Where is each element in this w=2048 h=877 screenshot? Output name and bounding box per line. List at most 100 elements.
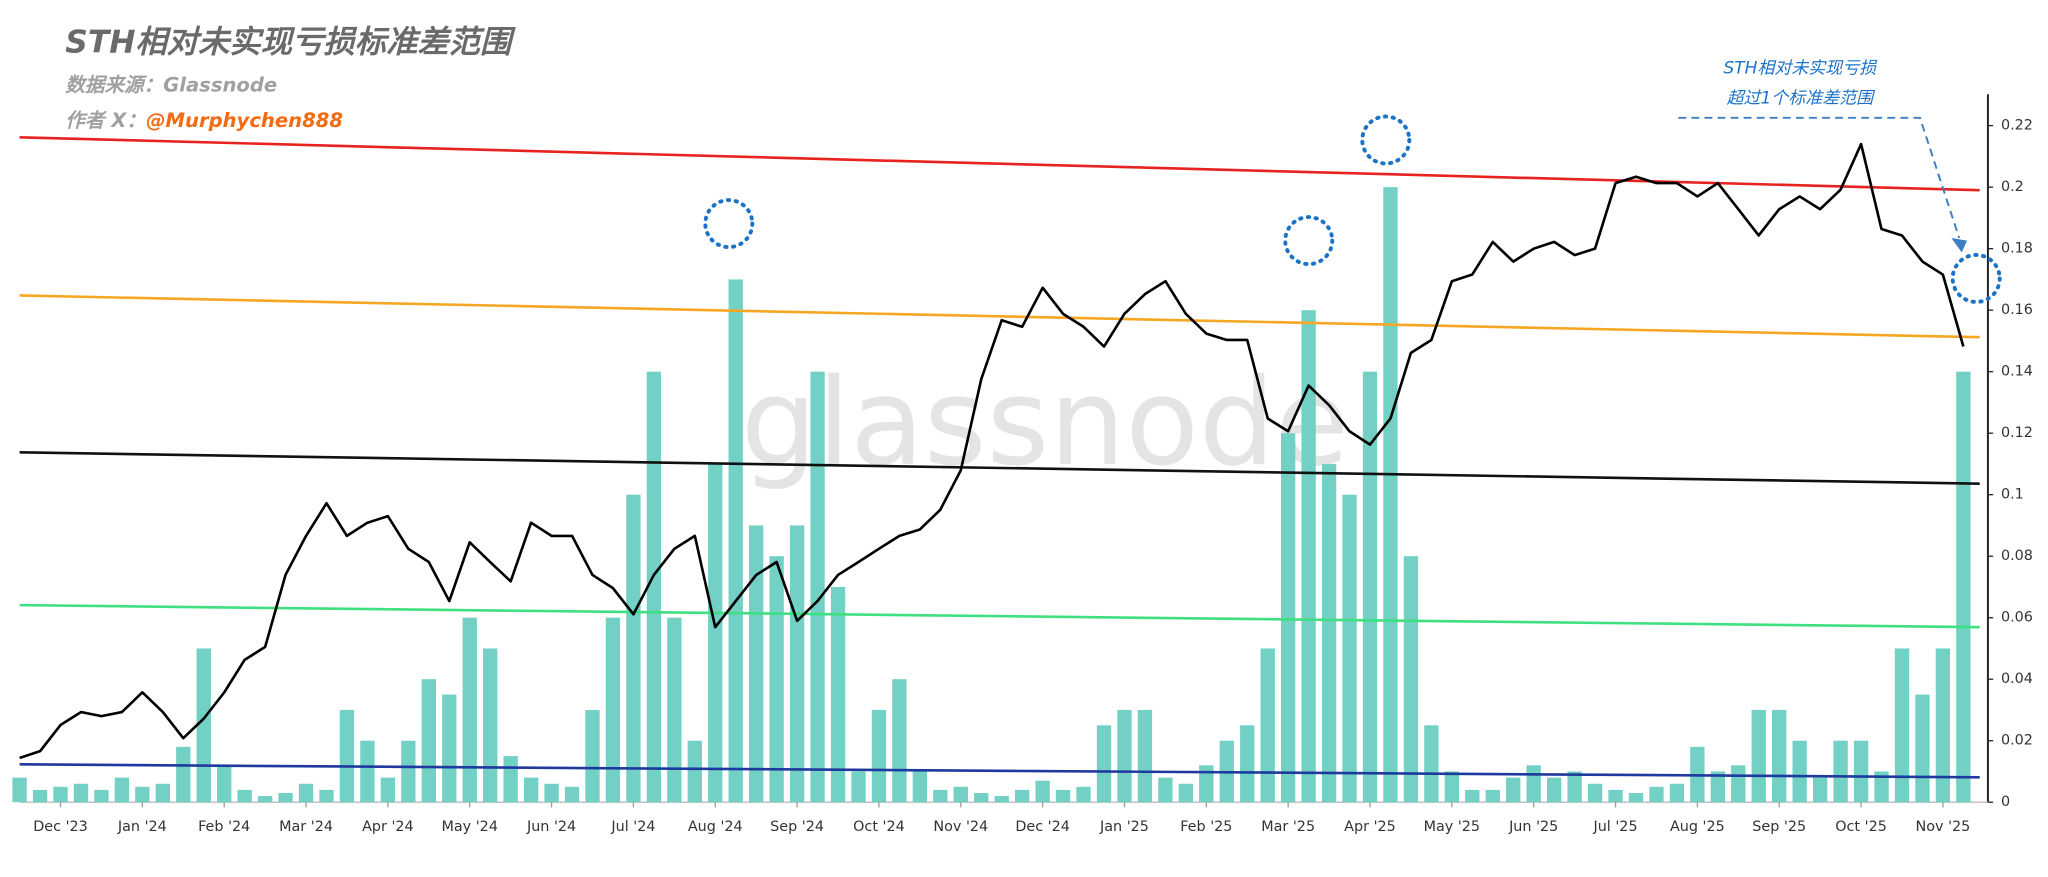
bar [298, 783, 314, 803]
bar [646, 371, 662, 803]
bar [1567, 771, 1582, 803]
highlight-circle [703, 198, 755, 250]
bar [1649, 786, 1664, 803]
bar [1526, 765, 1541, 803]
x-tick-label: Mar '25 [1261, 819, 1315, 835]
author: @Murphychen888 [146, 109, 343, 132]
x-tick-label: Dec '23 [33, 819, 88, 835]
bar [176, 746, 191, 803]
bar [1076, 786, 1091, 803]
y-tick-label: 0.08 [2001, 548, 2033, 564]
x-tick-label: May '25 [1424, 819, 1480, 835]
bar [810, 371, 825, 803]
bar [217, 765, 232, 803]
bar [73, 783, 89, 803]
bar [749, 525, 764, 803]
bar [871, 709, 887, 803]
x-tick-label: Jan '24 [117, 819, 167, 835]
annotation: 超过1个标准差范围 [1727, 88, 1876, 108]
bar [708, 463, 723, 803]
bar [1444, 771, 1460, 803]
bar [1240, 725, 1255, 803]
bar [1280, 433, 1296, 803]
bar [1096, 725, 1112, 803]
line [19, 450, 1980, 485]
y-tick-label: 0.1 [2001, 487, 2024, 503]
bar [933, 789, 948, 803]
y-tick-label: 0.04 [2001, 671, 2033, 687]
x-tick-label: Aug '24 [688, 819, 743, 835]
x-tick-label: Sep '25 [1752, 819, 1806, 835]
y-tick-label: 0.18 [2001, 241, 2033, 257]
x-tick-label: Oct '24 [853, 819, 905, 835]
bar [1833, 740, 1848, 803]
y-tick-label: 0.06 [2001, 610, 2033, 626]
bar [667, 617, 682, 803]
bar [442, 694, 457, 803]
x-tick-label: Dec '24 [1015, 819, 1070, 835]
x-tick-label: Feb '25 [1180, 819, 1232, 835]
bar [1772, 709, 1787, 803]
highlight-circle [1283, 215, 1335, 267]
bar [421, 679, 436, 803]
annotation-arrow [1678, 116, 1961, 239]
x-tick-label: Jan '25 [1099, 819, 1149, 835]
bar [1260, 648, 1275, 803]
bar [1383, 187, 1398, 803]
bar [1424, 725, 1439, 803]
x-tick-label: Jun '25 [1508, 819, 1558, 835]
source: 数据来源：Glassnode [65, 74, 277, 97]
bar [912, 771, 928, 803]
bar [1301, 310, 1316, 803]
bar [1915, 694, 1930, 803]
bar [1628, 792, 1644, 803]
author-label: 作者 X： [65, 109, 146, 132]
bar [1546, 777, 1562, 803]
bar [1117, 709, 1132, 803]
bar [380, 777, 396, 803]
highlight-circle [1950, 252, 2002, 304]
bar [1792, 740, 1807, 803]
bar [1506, 777, 1521, 803]
bar [523, 777, 539, 803]
bar [401, 740, 416, 803]
line [19, 763, 1980, 779]
bar [1956, 371, 1971, 803]
bar [278, 792, 293, 803]
bar [953, 786, 968, 803]
bar [462, 617, 477, 803]
bar [564, 786, 580, 803]
line [19, 603, 1980, 629]
x-tick-label: Apr '24 [362, 819, 414, 835]
y-tick-label: 0.12 [2001, 425, 2033, 441]
annotation: STH相对未实现亏损 [1723, 58, 1878, 78]
chart-title: STH相对未实现亏损标准差范围 [65, 24, 516, 60]
y-tick-label: 0.14 [2001, 364, 2033, 380]
y-tick-label: 0 [2001, 794, 2010, 810]
bar [53, 786, 68, 803]
bar [483, 648, 498, 803]
bar [12, 777, 27, 803]
bar [728, 279, 743, 803]
line [19, 142, 1965, 760]
bar [1710, 771, 1725, 803]
bar [1055, 789, 1071, 803]
x-tick-label: Jul '25 [1592, 819, 1637, 835]
bar [830, 586, 846, 803]
bar [1362, 371, 1378, 803]
bar [94, 789, 109, 803]
bar [155, 783, 170, 803]
bar [974, 792, 989, 803]
bar [1935, 648, 1951, 803]
line [19, 294, 1980, 339]
x-tick-label: Nov '25 [1915, 819, 1970, 835]
bar [1465, 789, 1480, 803]
x-tick-label: Aug '25 [1670, 819, 1725, 835]
bar [605, 617, 621, 803]
bar [319, 789, 334, 803]
bar [32, 789, 48, 803]
bar [1894, 648, 1910, 803]
bar [892, 679, 907, 803]
bar [114, 777, 130, 803]
